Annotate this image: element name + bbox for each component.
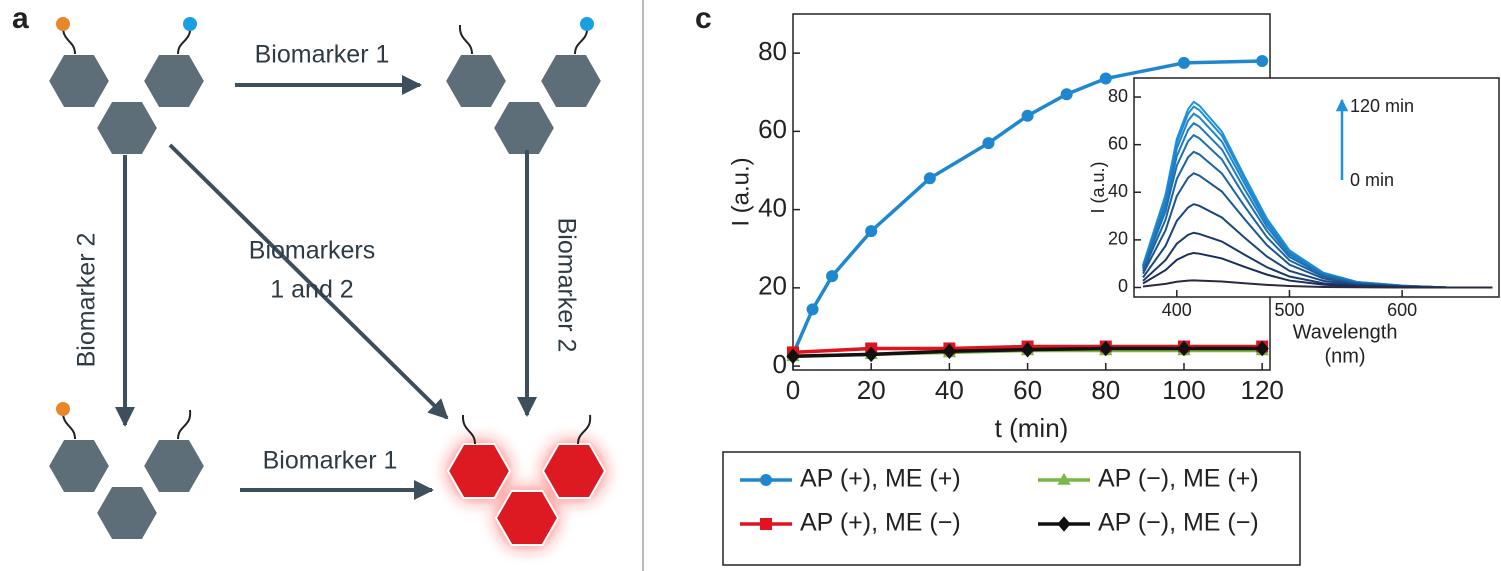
x-tick-label: 80 [1091,375,1120,405]
annotation: 0 min [1350,170,1394,190]
stem [177,409,192,440]
dot [580,17,594,31]
marker [1099,72,1112,85]
y-tick-label: 0 [1118,276,1128,296]
marker [826,270,839,283]
panel-a: a Biomarker [12,2,606,546]
dot [183,17,197,31]
molecule [47,53,206,156]
marker [806,303,819,316]
molecule [447,443,606,546]
x-tick-label: 100 [1162,375,1205,405]
marker [1255,340,1269,357]
legend-label: AP (−), ME (−) [1098,509,1259,537]
marker [1060,88,1073,101]
arrow-label: Biomarker 2 [552,218,580,353]
marker [760,518,772,530]
x-tick-label: 400 [1162,300,1192,320]
stem [458,24,473,55]
x-axis-label: (nm) [1324,345,1365,367]
y-tick-label: 80 [758,36,787,66]
arrow [168,143,449,420]
x-tick-label: 60 [1013,375,1042,405]
series-line [1142,279,1493,289]
y-tick-label: 40 [758,192,787,222]
y-tick-label: 20 [1108,229,1128,249]
y-axis-label: I (a.u.) [727,157,754,226]
x-tick-label: 0 [786,375,800,405]
x-tick-label: 20 [857,375,886,405]
marker [942,343,956,360]
marker [1177,340,1191,357]
marker [1020,341,1035,358]
y-tick-label: 60 [1108,133,1128,153]
marker [786,348,800,365]
panel-label: a [12,2,29,35]
marker [1177,56,1190,69]
dot [56,17,70,31]
legend-label: AP (−), ME (+) [1098,465,1259,493]
x-tick-label: 120 [1240,375,1283,405]
marker [1099,340,1113,357]
panel-label: c [695,2,712,35]
arrow-label: Biomarker 1 [263,447,398,475]
y-tick-label: 80 [1108,86,1128,106]
x-axis-label: Wavelength [1293,321,1398,343]
marker [760,474,772,486]
marker [865,225,878,238]
marker [1256,54,1269,67]
plot-area [1133,77,1500,298]
marker [1057,516,1071,532]
stem [461,414,476,445]
marker [923,172,936,185]
legend-label: AP (+), ME (+) [800,465,961,493]
marker [1057,472,1071,485]
arrow-label: 1 and 2 [270,276,353,304]
molecule [444,53,603,156]
y-tick-label: 40 [1108,181,1128,201]
dot [56,402,70,416]
y-tick-label: 20 [758,271,787,301]
stem [577,414,592,445]
arrow-label: Biomarker 2 [73,233,101,368]
molecule [47,438,206,541]
y-tick-label: 0 [773,349,787,379]
marker [864,346,878,363]
marker [1021,109,1034,122]
arrow-label: Biomarker 1 [255,41,390,69]
x-tick-label: 600 [1387,300,1417,320]
arrow-label: Biomarkers [249,237,375,265]
annotation: 120 min [1350,96,1414,116]
legend-label: AP (+), ME (−) [800,509,961,537]
legend-box [722,451,1301,566]
y-tick-label: 60 [758,114,787,144]
y-axis-label: I (a.u.) [1088,161,1108,213]
marker [982,137,995,150]
x-tick-label: 40 [935,375,964,405]
x-tick-label: 500 [1274,300,1304,320]
x-axis-label: t (min) [995,413,1069,443]
